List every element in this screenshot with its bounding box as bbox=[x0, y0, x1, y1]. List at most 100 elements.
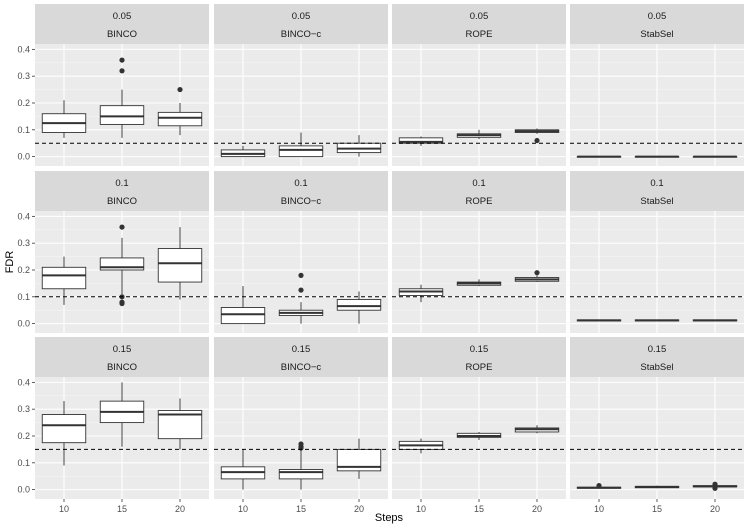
facet-strip-threshold-label: 0.1 bbox=[294, 178, 307, 189]
y-tick-label: 0.1 bbox=[17, 458, 30, 468]
facet-strip-threshold-label: 0.05 bbox=[113, 11, 132, 22]
facet-strip bbox=[392, 4, 566, 44]
x-tick-label: 20 bbox=[175, 504, 185, 514]
facet-panel-0: 0.05 BINCO bbox=[35, 4, 209, 166]
facet-strip bbox=[392, 171, 566, 211]
box-20 bbox=[157, 398, 203, 450]
x-tick-label: 15 bbox=[117, 504, 127, 514]
facet-strip-method-label: ROPE bbox=[466, 362, 493, 373]
outlier-point bbox=[712, 485, 718, 491]
facet-panel-6: 0.1 ROPE bbox=[392, 171, 566, 333]
y-tick-label: 0.3 bbox=[17, 71, 30, 81]
box-10 bbox=[576, 319, 622, 322]
box-iqr bbox=[336, 299, 382, 311]
box-10 bbox=[41, 100, 87, 138]
axis-layer: 0.0 0.1 0.2 0.3 0.4 0.0 0.1 0.2 0.3 0.4 0.0 0.1 0.2 0… bbox=[17, 44, 720, 514]
facet-panel-3: 0.05 StabSel bbox=[570, 4, 744, 166]
facet-strip-threshold-label: 0.15 bbox=[113, 344, 132, 355]
facet-strip bbox=[214, 171, 388, 211]
box-20 bbox=[336, 291, 382, 324]
box-15 bbox=[99, 382, 145, 447]
x-tick-label: 10 bbox=[594, 504, 604, 514]
box-15 bbox=[278, 441, 324, 490]
box-iqr bbox=[41, 414, 87, 444]
facet-strip-method-label: StabSel bbox=[640, 362, 673, 373]
box-15 bbox=[456, 129, 502, 140]
outlier-point bbox=[298, 287, 304, 293]
facet-strip bbox=[214, 4, 388, 44]
box-15 bbox=[456, 431, 502, 441]
outlier-point bbox=[298, 272, 304, 278]
facet-panel-11: 0.15 StabSel bbox=[570, 337, 744, 499]
facet-panel-10: 0.15 ROPE bbox=[392, 337, 566, 499]
facet-strip bbox=[392, 337, 566, 377]
x-tick-label: 15 bbox=[652, 504, 662, 514]
outlier-point bbox=[119, 57, 125, 63]
facet-panel-2: 0.05 ROPE bbox=[392, 4, 566, 166]
facet-panel-9: 0.15 BINCO−c bbox=[214, 337, 388, 499]
box-10 bbox=[398, 284, 444, 303]
box-15 bbox=[634, 319, 680, 322]
box-10 bbox=[576, 155, 622, 158]
y-tick-label: 0.4 bbox=[17, 377, 30, 387]
facet-strip-threshold-label: 0.15 bbox=[470, 344, 489, 355]
facet-strip-threshold-label: 0.05 bbox=[292, 11, 311, 22]
y-tick-label: 0.2 bbox=[17, 431, 30, 441]
facet-panel-8: 0.15 BINCO bbox=[35, 337, 209, 499]
x-tick-label: 10 bbox=[59, 504, 69, 514]
facet-strip-threshold-label: 0.15 bbox=[292, 344, 311, 355]
y-tick-label: 0.2 bbox=[17, 98, 30, 108]
outlier-point bbox=[534, 137, 540, 144]
box-20 bbox=[692, 481, 738, 491]
box-10 bbox=[220, 449, 266, 490]
y-tick-label: 0.3 bbox=[17, 238, 30, 248]
box-iqr bbox=[41, 266, 87, 290]
box-10 bbox=[220, 145, 266, 158]
y-tick-label: 0.2 bbox=[17, 265, 30, 275]
box-iqr bbox=[99, 105, 145, 125]
facet-strip-threshold-label: 0.1 bbox=[115, 178, 128, 189]
box-10 bbox=[576, 482, 622, 489]
facet-strip-threshold-label: 0.1 bbox=[650, 178, 663, 189]
x-tick-label: 15 bbox=[474, 504, 484, 514]
y-tick-label: 0.4 bbox=[17, 44, 30, 54]
y-tick-label: 0.4 bbox=[17, 211, 30, 221]
y-tick-label: 0.0 bbox=[17, 319, 30, 329]
facet-strip-threshold-label: 0.1 bbox=[472, 178, 485, 189]
facet-strip-threshold-label: 0.05 bbox=[648, 11, 667, 22]
box-iqr bbox=[157, 248, 203, 283]
facet-strip bbox=[35, 337, 209, 377]
outlier-point bbox=[298, 441, 304, 447]
outlier-point bbox=[177, 86, 183, 93]
facet-panel-7: 0.1 StabSel bbox=[570, 171, 744, 333]
box-15 bbox=[634, 155, 680, 158]
box-10 bbox=[41, 256, 87, 305]
panels-layer: 0.05BINCO0.05BINCO−c0.05ROPE0.05StabSel0… bbox=[35, 4, 744, 499]
facet-strip-method-label: BINCO−c bbox=[281, 196, 322, 207]
facet-panel-5: 0.1 BINCO−c bbox=[214, 171, 388, 333]
box-20 bbox=[692, 319, 738, 322]
box-iqr bbox=[336, 448, 382, 472]
facet-strip bbox=[214, 337, 388, 377]
outlier-point bbox=[119, 224, 125, 230]
box-15 bbox=[634, 485, 680, 489]
y-tick-label: 0.0 bbox=[17, 485, 30, 495]
outlier-point bbox=[712, 481, 718, 487]
box-15 bbox=[99, 224, 145, 307]
box-iqr bbox=[278, 469, 324, 480]
x-tick-label: 20 bbox=[354, 504, 364, 514]
box-20 bbox=[514, 270, 560, 283]
box-iqr bbox=[220, 307, 266, 325]
box-iqr bbox=[157, 111, 203, 127]
box-20 bbox=[692, 155, 738, 158]
x-tick-label: 20 bbox=[710, 504, 720, 514]
facet-strip-threshold-label: 0.15 bbox=[648, 344, 667, 355]
box-15 bbox=[99, 57, 145, 138]
y-tick-label: 0.1 bbox=[17, 125, 30, 135]
x-tick-label: 15 bbox=[296, 504, 306, 514]
box-20 bbox=[514, 128, 560, 144]
box-20 bbox=[514, 425, 560, 434]
facet-strip-method-label: ROPE bbox=[466, 29, 493, 40]
y-tick-label: 0.0 bbox=[17, 152, 30, 162]
